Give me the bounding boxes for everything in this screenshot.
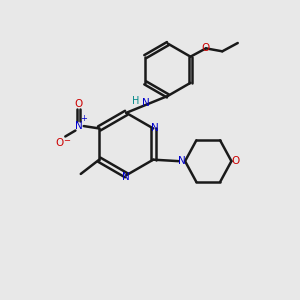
Text: N: N <box>178 156 185 166</box>
Text: O: O <box>202 44 210 53</box>
Text: N: N <box>74 121 82 131</box>
Text: O: O <box>74 99 83 109</box>
Text: O: O <box>56 138 64 148</box>
Text: −: − <box>63 136 70 146</box>
Text: H: H <box>132 96 140 106</box>
Text: N: N <box>151 124 159 134</box>
Text: +: + <box>80 114 87 123</box>
Text: N: N <box>142 98 149 108</box>
Text: N: N <box>122 172 130 182</box>
Text: O: O <box>232 156 240 166</box>
